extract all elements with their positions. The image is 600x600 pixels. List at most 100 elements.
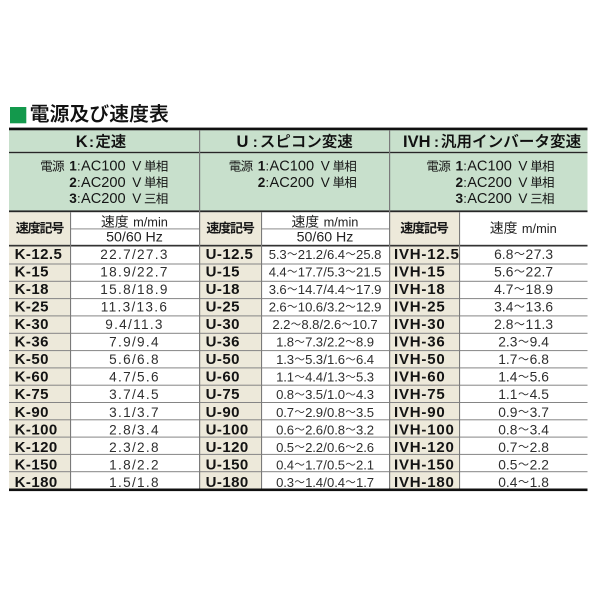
svg-text:U-18: U-18 xyxy=(206,281,240,298)
svg-text:1.87.3/2.28.9: 1.87.3/2.28.9 xyxy=(276,335,374,350)
svg-text:2: 2 xyxy=(69,175,77,190)
svg-text::: : xyxy=(463,159,467,174)
svg-text:IVH: IVH xyxy=(403,133,431,151)
svg-text:IVH-18: IVH-18 xyxy=(394,281,446,298)
svg-text:2.3/2.8: 2.3/2.8 xyxy=(109,440,160,455)
svg-text:IVH-180: IVH-180 xyxy=(394,474,455,491)
svg-text:K-30: K-30 xyxy=(15,316,49,333)
svg-text:18.9/22.7: 18.9/22.7 xyxy=(100,264,168,279)
svg-text::: : xyxy=(253,134,258,151)
svg-text:1.8/2.2: 1.8/2.2 xyxy=(109,457,160,472)
svg-text::: : xyxy=(434,134,439,151)
svg-text:K-12.5: K-12.5 xyxy=(15,246,63,263)
svg-text:K-25: K-25 xyxy=(15,299,49,316)
svg-text:1.35.3/1.66.4: 1.35.3/1.66.4 xyxy=(276,352,374,367)
svg-text:IVH-30: IVH-30 xyxy=(394,316,446,333)
svg-text::: : xyxy=(77,191,81,206)
svg-text:50/60 Hz: 50/60 Hz xyxy=(297,230,354,246)
svg-text:U-90: U-90 xyxy=(206,404,240,421)
svg-text:AC200: AC200 xyxy=(467,191,512,207)
svg-text:2.610.6/3.212.9: 2.610.6/3.212.9 xyxy=(269,300,382,315)
svg-text:0.31.4/0.41.7: 0.31.4/0.41.7 xyxy=(276,475,374,490)
svg-text:IVH-15: IVH-15 xyxy=(394,263,446,280)
svg-text:K-120: K-120 xyxy=(15,439,58,456)
svg-text:m/min: m/min xyxy=(324,215,359,230)
svg-text:3.1/3.7: 3.1/3.7 xyxy=(109,405,160,420)
svg-text:AC200: AC200 xyxy=(81,175,126,191)
svg-text:K-180: K-180 xyxy=(15,474,58,491)
svg-text::: : xyxy=(463,191,467,206)
svg-text:U-150: U-150 xyxy=(206,456,249,473)
svg-text:50/60 Hz: 50/60 Hz xyxy=(106,230,163,246)
svg-text:IVH-75: IVH-75 xyxy=(394,386,446,403)
svg-text:U-120: U-120 xyxy=(206,439,249,456)
svg-text:4.417.7/5.321.5: 4.417.7/5.321.5 xyxy=(269,264,382,279)
svg-text:AC100: AC100 xyxy=(81,159,126,175)
svg-text:3: 3 xyxy=(456,191,464,206)
svg-text:3.7/4.5: 3.7/4.5 xyxy=(109,387,160,402)
svg-text:IVH-25: IVH-25 xyxy=(394,299,446,316)
svg-text::: : xyxy=(77,175,81,190)
svg-text:IVH-100: IVH-100 xyxy=(394,421,455,438)
svg-text:V: V xyxy=(518,159,527,174)
svg-text:0.52.2/0.62.6: 0.52.2/0.62.6 xyxy=(276,440,374,455)
svg-text:IVH-90: IVH-90 xyxy=(394,404,446,421)
svg-text:AC100: AC100 xyxy=(467,159,512,175)
svg-text:IVH-36: IVH-36 xyxy=(394,334,446,351)
svg-text:IVH-12.5: IVH-12.5 xyxy=(394,246,460,263)
svg-text::: : xyxy=(266,175,270,190)
svg-text:0.41.7/0.52.1: 0.41.7/0.52.1 xyxy=(276,457,374,472)
svg-text:K-90: K-90 xyxy=(15,404,49,421)
svg-text:V: V xyxy=(321,159,330,174)
svg-text:11.3/13.6: 11.3/13.6 xyxy=(101,300,168,315)
svg-text:9.4/11.3: 9.4/11.3 xyxy=(105,317,164,332)
svg-text:0.72.9/0.83.5: 0.72.9/0.83.5 xyxy=(276,405,374,420)
svg-text:V: V xyxy=(518,191,527,206)
svg-text:2: 2 xyxy=(258,175,266,190)
svg-text:7.9/9.4: 7.9/9.4 xyxy=(109,335,160,350)
svg-text:IVH-50: IVH-50 xyxy=(394,351,446,368)
svg-text:IVH-60: IVH-60 xyxy=(394,369,446,386)
svg-text:1: 1 xyxy=(69,159,77,174)
svg-text:2: 2 xyxy=(456,175,464,190)
svg-text:2.28.8/2.610.7: 2.28.8/2.610.7 xyxy=(272,317,377,332)
svg-text:U-180: U-180 xyxy=(206,474,249,491)
svg-text:3: 3 xyxy=(69,191,77,206)
svg-text:15.8/18.9: 15.8/18.9 xyxy=(100,282,168,297)
svg-text:AC100: AC100 xyxy=(270,159,315,175)
svg-text:U-50: U-50 xyxy=(206,351,240,368)
svg-text:V: V xyxy=(132,159,141,174)
svg-text:U-36: U-36 xyxy=(206,334,240,351)
svg-text:2.8/3.4: 2.8/3.4 xyxy=(109,422,160,437)
svg-text:U-100: U-100 xyxy=(206,421,249,438)
svg-text::: : xyxy=(77,159,81,174)
svg-text:0.62.6/0.83.2: 0.62.6/0.83.2 xyxy=(276,422,374,437)
svg-text:0.83.5/1.04.3: 0.83.5/1.04.3 xyxy=(276,387,374,402)
svg-text:V: V xyxy=(518,175,527,190)
svg-text:U-60: U-60 xyxy=(206,369,240,386)
svg-text:22.7/27.3: 22.7/27.3 xyxy=(100,247,168,262)
svg-text:K-150: K-150 xyxy=(15,456,58,473)
svg-text:IVH-120: IVH-120 xyxy=(394,439,455,456)
svg-text::: : xyxy=(89,134,94,151)
svg-text:U-75: U-75 xyxy=(206,386,240,403)
svg-text:K-100: K-100 xyxy=(15,421,58,438)
svg-text::: : xyxy=(266,159,270,174)
svg-text::: : xyxy=(463,175,467,190)
svg-text:K-60: K-60 xyxy=(15,369,49,386)
svg-text:1: 1 xyxy=(258,159,266,174)
svg-text:V: V xyxy=(132,191,141,206)
svg-text:K-50: K-50 xyxy=(15,351,49,368)
svg-text:AC200: AC200 xyxy=(467,175,512,191)
svg-text:IVH-150: IVH-150 xyxy=(394,456,455,473)
svg-text:V: V xyxy=(132,175,141,190)
svg-text:K-15: K-15 xyxy=(15,263,49,280)
svg-text:U-12.5: U-12.5 xyxy=(206,246,254,263)
svg-text:3.614.7/4.417.9: 3.614.7/4.417.9 xyxy=(269,282,382,297)
svg-text:1.14.4/1.35.3: 1.14.4/1.35.3 xyxy=(276,370,374,385)
svg-text:1.5/1.8: 1.5/1.8 xyxy=(109,475,160,490)
svg-text:K-36: K-36 xyxy=(15,334,49,351)
svg-text:V: V xyxy=(321,175,330,190)
svg-text:K: K xyxy=(76,133,88,151)
svg-text:U: U xyxy=(237,133,249,151)
